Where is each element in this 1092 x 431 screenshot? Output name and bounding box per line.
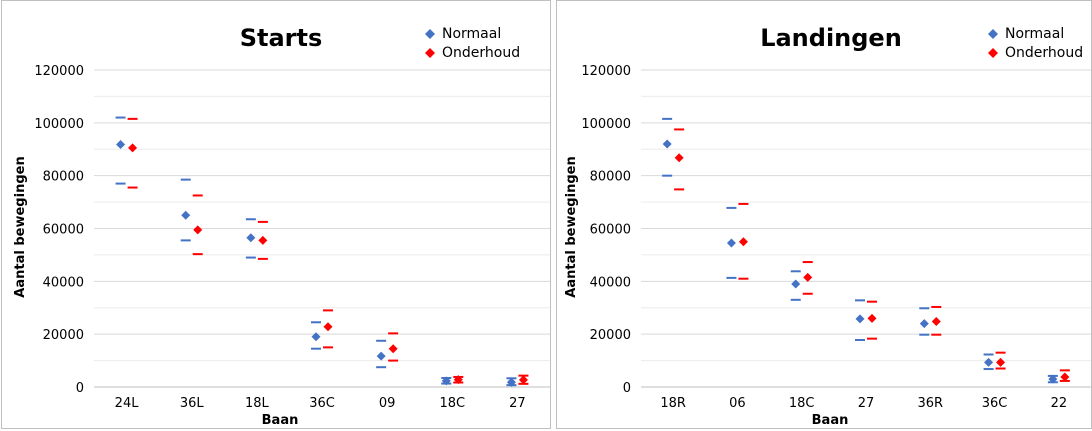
- x-axis-label: Baan: [812, 413, 849, 428]
- chart-title: Starts: [240, 24, 323, 52]
- x-tick-label: 36L: [180, 396, 205, 411]
- x-tick-label: 27: [858, 396, 875, 411]
- data-point: [738, 237, 748, 247]
- legend-marker: [988, 29, 998, 39]
- data-point: [803, 272, 813, 282]
- chart-panel-starts: Starts Baan Aantal bewegingen Normaal On…: [1, 0, 551, 429]
- x-tick-label: 18L: [245, 396, 270, 411]
- data-point: [116, 139, 126, 149]
- legend-label-normaal: Normaal: [442, 26, 501, 42]
- y-axis-label: Aantal bewegingen: [13, 156, 28, 297]
- data-point: [311, 332, 321, 342]
- data-point: [984, 357, 994, 367]
- x-tick-label: 22: [1051, 396, 1068, 411]
- data-point: [258, 235, 268, 245]
- legend-label-onderhoud: Onderhoud: [442, 45, 520, 61]
- data-point: [246, 233, 256, 243]
- data-point: [518, 375, 528, 385]
- data-point: [931, 316, 941, 326]
- x-tick-label: 36R: [917, 396, 943, 411]
- y-tick-label: 100000: [581, 117, 631, 132]
- y-tick-label: 0: [623, 381, 631, 396]
- y-tick-label: 80000: [590, 170, 631, 185]
- x-tick-label: 18R: [660, 396, 686, 411]
- x-tick-label: 18C: [439, 396, 465, 411]
- data-point: [791, 279, 801, 289]
- y-tick-label: 60000: [590, 223, 631, 238]
- y-tick-label: 120000: [581, 64, 631, 79]
- data-point: [181, 210, 191, 220]
- data-point: [376, 351, 386, 361]
- data-point: [662, 139, 672, 149]
- data-point: [506, 377, 516, 387]
- data-point: [674, 153, 684, 163]
- y-tick-label: 40000: [590, 275, 631, 290]
- x-tick-label: 36C: [309, 396, 335, 411]
- y-tick-label: 20000: [590, 328, 631, 343]
- data-point: [855, 314, 865, 324]
- y-tick-label: 80000: [43, 170, 84, 185]
- data-point: [441, 376, 451, 386]
- y-tick-label: 100000: [34, 117, 84, 132]
- legend-marker: [425, 29, 435, 39]
- x-tick-label: 18C: [789, 396, 815, 411]
- legend-marker: [425, 48, 435, 58]
- chart-panel-landingen: Landingen Baan Aantal bewegingen Normaal…: [556, 0, 1092, 429]
- y-tick-label: 60000: [43, 223, 84, 238]
- data-point: [919, 319, 929, 329]
- data-point: [1048, 374, 1058, 384]
- x-tick-label: 27: [509, 396, 526, 411]
- x-tick-label: 06: [729, 396, 746, 411]
- gridlines: [641, 69, 1091, 362]
- y-tick-label: 120000: [34, 64, 84, 79]
- y-tick-label: 20000: [43, 328, 84, 343]
- y-tick-label: 40000: [43, 275, 84, 290]
- legend-marker: [988, 48, 998, 58]
- legend-label-onderhoud: Onderhoud: [1005, 45, 1083, 61]
- y-tick-label: 0: [76, 381, 84, 396]
- chart-title: Landingen: [760, 24, 902, 52]
- chart-landingen: Landingen Baan Aantal bewegingen Normaal…: [564, 24, 1091, 428]
- data-point: [453, 375, 463, 385]
- y-axis-label: Aantal bewegingen: [564, 156, 579, 297]
- data-point: [726, 238, 736, 248]
- chart-starts: Starts Baan Aantal bewegingen Normaal On…: [13, 24, 550, 428]
- legend-label-normaal: Normaal: [1005, 26, 1064, 42]
- data-point: [996, 357, 1006, 367]
- x-tick-label: 24L: [115, 396, 140, 411]
- data-point: [1060, 372, 1070, 382]
- x-tick-label: 09: [379, 396, 396, 411]
- x-tick-label: 36C: [982, 396, 1008, 411]
- data-point: [193, 225, 203, 235]
- data-point: [323, 322, 333, 332]
- x-axis-label: Baan: [262, 413, 299, 428]
- gridlines: [94, 69, 550, 362]
- data-point: [128, 143, 138, 153]
- data-point: [388, 344, 398, 354]
- data-point: [867, 313, 877, 323]
